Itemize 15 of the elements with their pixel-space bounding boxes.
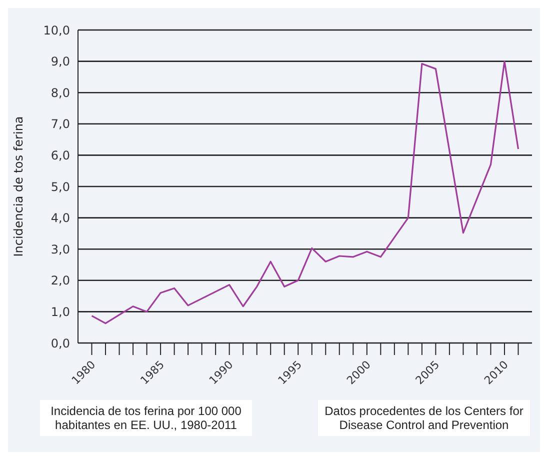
y-tick-label: 7,0 (50, 117, 70, 132)
y-tick-label: 2,0 (50, 274, 70, 288)
y-tick-label: 10,0 (43, 23, 70, 38)
y-tick-label: 0,0 (50, 336, 70, 350)
y-tick-label: 9,0 (50, 54, 70, 69)
y-tick-label: 6,0 (50, 148, 70, 162)
y-tick-label: 4,0 (50, 211, 70, 226)
text: Datos procedentes de los Centers for Disease Control and Prevention (318, 400, 530, 436)
y-tick-label: 3,0 (50, 242, 70, 256)
y-tick-label: 8,0 (50, 86, 70, 100)
line-series (90, 60, 520, 324)
text: Incidencia de tos ferina por 100 000 habitantes en EE. UU., 1980-2011 (40, 400, 252, 436)
y-axis-title: Incidencia de tos ferina (11, 116, 26, 257)
y-tick-label: 1,0 (50, 304, 70, 319)
y-tick-label: 5,0 (50, 180, 70, 194)
